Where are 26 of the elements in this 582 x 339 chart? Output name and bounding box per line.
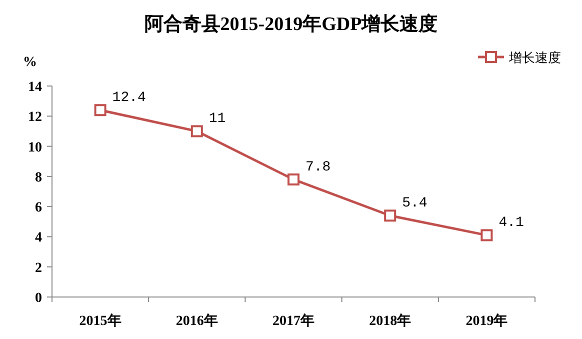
- data-label: 4.1: [498, 215, 524, 232]
- y-axis-title: %: [23, 55, 37, 70]
- y-tick-label: 12: [28, 110, 42, 126]
- x-tick-label: 2016年: [176, 313, 218, 329]
- y-tick-label: 4: [35, 230, 42, 246]
- x-tick-label: 2018年: [369, 313, 412, 329]
- y-tick-label: 8: [35, 170, 42, 186]
- legend-label: 增长速度: [508, 50, 561, 65]
- data-label: 12.4: [112, 90, 146, 106]
- y-tick-label: 2: [35, 260, 42, 276]
- point: [480, 229, 493, 242]
- y-tick-label: 10: [28, 140, 42, 156]
- point: [288, 173, 300, 186]
- point: [94, 104, 106, 116]
- y-tick-label: 6: [35, 200, 42, 216]
- x-tick-label: 2017年: [272, 313, 314, 329]
- point: [384, 210, 396, 222]
- y-tick-label: 14: [28, 80, 42, 95]
- chart-title: 阿合奇县2015-2019年GDP增长速度: [144, 13, 438, 35]
- data-label: 5.4: [402, 196, 428, 212]
- x-tick-label: 2015年: [79, 313, 122, 329]
- y-tick-label: 0: [35, 291, 42, 306]
- data-label: 7.8: [306, 159, 331, 176]
- data-label: 11: [208, 111, 226, 128]
- x-tick-label: 2019年: [466, 313, 508, 329]
- point: [190, 125, 203, 138]
